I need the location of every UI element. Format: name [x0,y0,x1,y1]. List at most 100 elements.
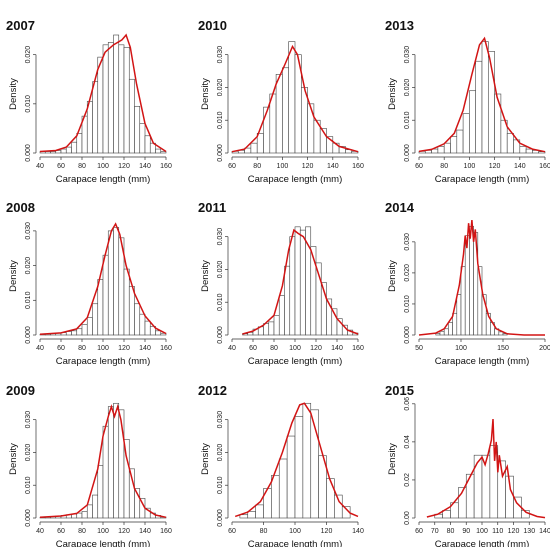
panel-2009: 2009 40 60 80 100 120 140 160 0.000 0.010 0.020 0.0… [6,383,172,547]
x-tick-label: 140 [514,163,526,170]
x-tick-label: 100 [289,528,301,535]
histogram-bar [443,328,449,336]
y-axis-label: Density [387,260,398,292]
histogram-bar [439,330,445,336]
histogram-bar [155,148,162,154]
histogram-bar [288,41,296,154]
x-tick-label: 160 [160,163,172,170]
histogram-bar [450,136,458,154]
x-tick-label: 100 [476,528,488,535]
y-tick-label: 0.020 [25,257,32,275]
histogram-bar [239,514,249,519]
histogram-bar [294,416,304,519]
x-tick-label: 80 [253,163,261,170]
density-curve [418,36,546,153]
histogram-bar [473,454,483,519]
density-curve [231,44,359,153]
x-axis-label: Carapace length (mm) [248,539,343,547]
x-axis-label: Carapace length (mm) [248,174,343,185]
histogram-bar [76,133,83,154]
histogram-bar [139,123,146,154]
density-curve [234,402,359,518]
y-tick-label: 0.00 [404,511,411,525]
x-tick-label: 160 [160,528,172,535]
panel-2015: 2015 60 70 80 90 100 110 120 130 140 0.00 0.02 0.04 0… [385,383,550,547]
histogram-bar [107,230,114,336]
histogram-bar [302,402,312,519]
x-tick-label: 60 [57,163,65,170]
y-tick-label: 0.020 [25,444,32,462]
histogram-bar [460,266,466,336]
x-tick-label: 100 [289,345,301,352]
panel-2014: 2014 50 100 150 200 0.000 0.010 0.020 0.030 Densi… [385,200,550,367]
x-tick-label: 100 [455,345,467,352]
y-axis-label: Density [8,443,19,475]
x-axis-label: Carapace length (mm) [435,356,530,367]
x-tick-label: 120 [508,528,520,535]
panel-2010: 2010 60 80 100 120 140 160 0.000 0.010 0.020 0.030… [198,18,364,185]
y-axis-label: Density [8,260,19,292]
x-tick-label: 60 [228,163,236,170]
histogram-bar [326,478,335,519]
panel-2013: 2013 60 80 100 120 140 160 0.000 0.010 0.020 0.030… [385,18,550,185]
histogram-bar [278,458,288,519]
x-axis-label: Carapace length (mm) [435,174,530,185]
y-tick-label: 0.02 [404,473,411,487]
x-tick-label: 60 [415,528,423,535]
panel-title: 2013 [385,18,414,33]
histogram-bar [97,279,104,336]
y-tick-label: 0.030 [404,233,411,251]
histogram-bar [86,504,93,519]
panel-title: 2012 [198,383,227,398]
panel-title: 2011 [198,200,226,215]
histogram-bar [519,146,527,154]
histogram-bar [71,330,78,336]
histogram-bar [456,129,464,154]
x-tick-label: 140 [327,163,339,170]
histogram-bar [289,236,296,336]
histogram-bar [469,90,476,154]
histogram-bar [481,41,489,154]
x-tick-label: 120 [321,528,333,535]
histogram-bar [255,504,264,519]
y-tick-label: 0.010 [217,293,224,311]
histogram-bar [456,294,462,336]
x-tick-label: 120 [118,528,130,535]
histogram-bar [113,34,120,154]
x-tick-label: 160 [352,163,364,170]
x-tick-label: 80 [447,528,455,535]
histogram-bar [128,78,135,154]
histogram-bar [128,286,135,336]
y-axis-label: Density [200,78,211,110]
x-tick-label: 90 [462,528,470,535]
x-tick-label: 100 [277,163,289,170]
histogram-bar [65,146,72,154]
histogram-bar [250,142,258,154]
y-tick-label: 0.010 [404,111,411,129]
panel-title: 2008 [6,200,35,215]
histogram-bar [97,56,104,154]
y-tick-label: 0.030 [217,228,224,246]
y-tick-label: 0.000 [25,509,32,527]
y-tick-label: 0.020 [25,46,32,64]
histogram-bar [268,321,275,336]
y-axis-label: Density [387,78,398,110]
histogram-bar [144,135,151,154]
histogram-bar [299,229,306,336]
y-tick-label: 0.010 [25,95,32,113]
density-curve [418,220,545,336]
histogram-bar [60,148,67,154]
histogram-bar [139,313,146,336]
x-tick-label: 100 [97,163,109,170]
y-tick-label: 0.030 [217,411,224,429]
y-tick-label: 0.010 [25,476,32,494]
panel-title: 2010 [198,18,227,33]
histogram-bar [481,454,491,519]
x-tick-label: 40 [36,163,44,170]
histogram-bar [76,512,83,519]
x-tick-label: 150 [497,345,509,352]
y-tick-label: 0.030 [404,46,411,64]
histogram-bar [443,142,451,154]
x-tick-label: 70 [431,528,439,535]
